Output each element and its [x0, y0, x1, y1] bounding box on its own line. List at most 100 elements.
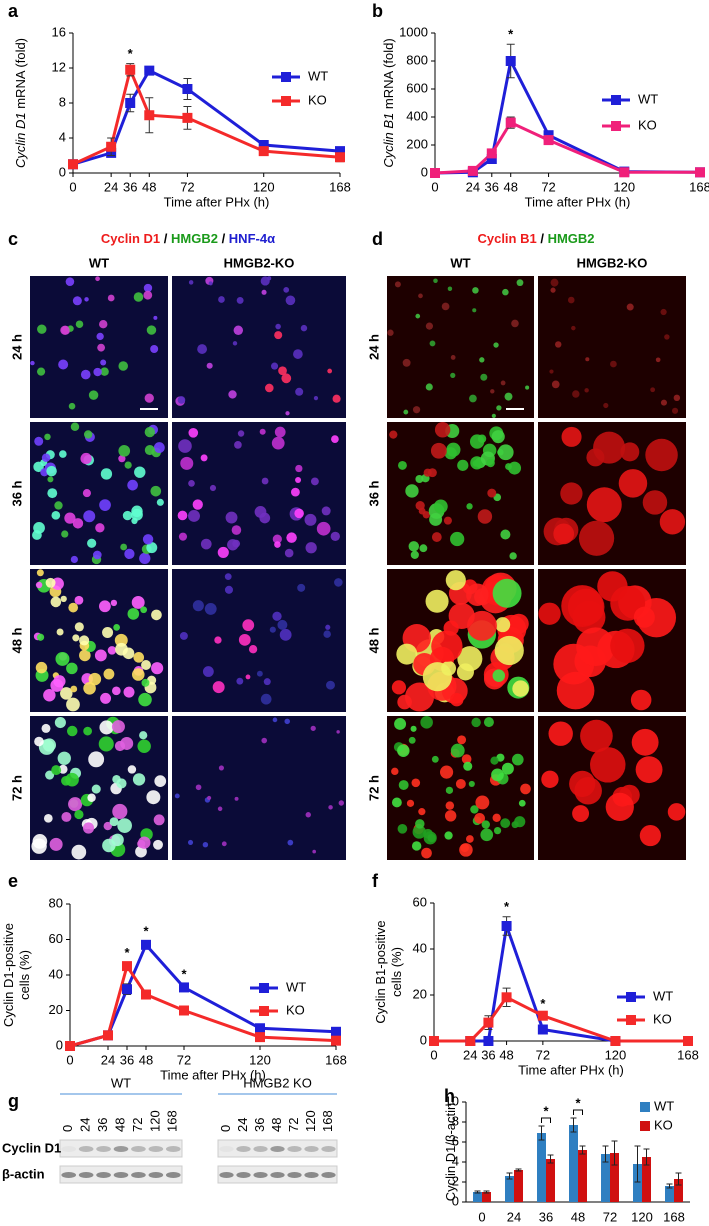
- cell: [231, 525, 242, 535]
- panel-label: g: [8, 1091, 19, 1111]
- cell: [639, 824, 661, 847]
- cell: [518, 799, 526, 807]
- cell: [502, 288, 509, 296]
- cell: [415, 474, 424, 484]
- cell: [433, 499, 448, 514]
- lane-label: 36: [95, 1118, 110, 1132]
- panel-title: Cyclin B1 / HMGB2: [477, 231, 594, 246]
- x-tick-label: 168: [689, 179, 709, 194]
- cell: [143, 283, 153, 293]
- cell: [134, 466, 146, 478]
- cell: [444, 831, 453, 840]
- point: [68, 159, 78, 170]
- lane-label: 48: [269, 1118, 284, 1132]
- cell: [111, 720, 125, 734]
- cell: [100, 692, 112, 704]
- point: [255, 1023, 265, 1034]
- cell: [177, 396, 186, 404]
- cell: [192, 499, 203, 510]
- y-tick-label: 4: [59, 129, 66, 144]
- cell: [423, 831, 437, 845]
- blot-band: [78, 1146, 94, 1152]
- legend-label: KO: [654, 1117, 673, 1132]
- lane-label: 72: [286, 1118, 301, 1132]
- cell: [267, 276, 272, 281]
- cell: [472, 308, 477, 313]
- cell: [88, 672, 102, 686]
- group-label: WT: [111, 1075, 131, 1090]
- cell: [310, 477, 319, 486]
- cell: [560, 482, 583, 505]
- x-tick-label: 36: [539, 1209, 553, 1224]
- y-tick-label: 0: [420, 1032, 427, 1047]
- bar: [601, 1154, 610, 1202]
- cell: [261, 737, 268, 744]
- legend-marker: [259, 1006, 269, 1016]
- cell: [300, 324, 308, 332]
- lane-label: 120: [147, 1110, 162, 1132]
- cell: [431, 630, 463, 662]
- cell: [279, 628, 292, 641]
- cell: [138, 836, 151, 849]
- cell: [578, 520, 615, 556]
- x-tick-label: 72: [603, 1209, 617, 1224]
- cell: [431, 532, 442, 542]
- x-tick-label: 0: [66, 1052, 73, 1067]
- point: [331, 1035, 341, 1046]
- panel-label: b: [372, 1, 383, 21]
- cell: [102, 838, 116, 853]
- cell: [234, 441, 242, 449]
- cell: [425, 383, 433, 391]
- point: [125, 64, 136, 75]
- cell: [100, 468, 113, 480]
- cell: [228, 390, 237, 399]
- x-tick-label: 48: [139, 1052, 153, 1067]
- x-tick-label: 48: [503, 179, 517, 194]
- panel-label: d: [372, 229, 383, 249]
- cell: [204, 602, 217, 615]
- cell: [603, 402, 609, 409]
- cell: [642, 490, 668, 515]
- point: [255, 1032, 265, 1043]
- point: [179, 1005, 189, 1016]
- cell: [269, 626, 276, 633]
- y-tick-label: 8: [452, 1113, 459, 1128]
- cell: [671, 407, 679, 414]
- legend-label: KO: [286, 1002, 305, 1017]
- cell: [673, 394, 681, 402]
- cell: [72, 634, 80, 642]
- x-tick-label: 24: [463, 1047, 477, 1062]
- group-label: HMGB2 KO: [243, 1075, 312, 1090]
- cell: [423, 468, 432, 477]
- lane-label: 48: [112, 1118, 127, 1132]
- cell: [118, 361, 128, 371]
- x-tick-label: 48: [499, 1047, 513, 1062]
- cell: [572, 390, 580, 398]
- panel-label: a: [8, 1, 19, 21]
- y-tick-label: 60: [49, 931, 63, 946]
- point: [122, 984, 132, 995]
- point: [258, 140, 269, 150]
- cell: [479, 357, 485, 363]
- lane-label: 0: [218, 1125, 233, 1132]
- cell: [593, 431, 626, 464]
- cell: [107, 294, 115, 302]
- cell: [408, 736, 416, 744]
- cell: [139, 731, 148, 740]
- bar: [514, 1170, 523, 1202]
- cell: [415, 819, 425, 829]
- cell: [236, 296, 244, 304]
- x-tick-label: 36: [485, 179, 499, 194]
- cell: [133, 292, 144, 302]
- cell: [461, 754, 472, 764]
- cell: [256, 670, 263, 677]
- row-label: 48 h: [9, 627, 24, 653]
- cell: [242, 619, 255, 632]
- bar: [482, 1192, 491, 1202]
- legend-marker: [281, 72, 291, 82]
- point: [486, 154, 497, 164]
- cell: [447, 286, 453, 291]
- cell: [483, 717, 494, 728]
- point: [537, 1010, 548, 1021]
- significance: *: [504, 899, 510, 914]
